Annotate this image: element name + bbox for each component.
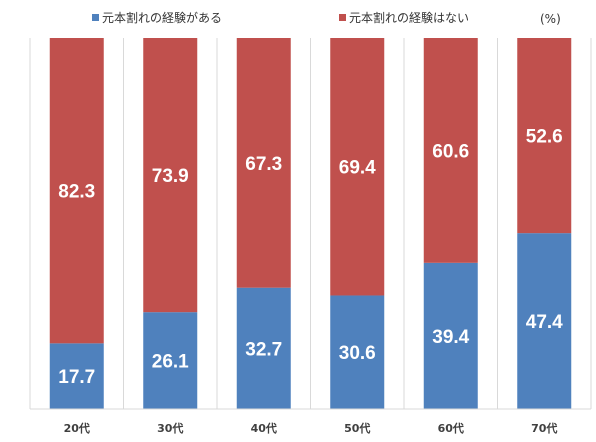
bar-red-0	[49, 38, 104, 344]
x-tick-label-5: 70代	[531, 421, 557, 435]
data-label-1-2: 67.3	[245, 154, 282, 175]
data-label-0-3: 30.6	[339, 343, 376, 364]
bar-red-2	[236, 38, 291, 288]
x-tick-label-1: 30代	[157, 421, 183, 435]
x-tick-label-3: 50代	[344, 421, 370, 435]
data-labels: 17.7 82.3 26.1 73.9 32.7 67.3 30.6 69.4 39.4 60.6…	[58, 127, 563, 389]
x-tick-label-0: 20代	[64, 421, 90, 435]
legend-swatch-series-0	[92, 14, 99, 21]
bar-blue-4	[423, 262, 478, 409]
legend-label-series-0: 元本割れの経験がある	[102, 10, 222, 25]
grid-lines	[29, 38, 592, 409]
bar-red-1	[143, 38, 198, 313]
bar-blue-3	[330, 295, 385, 409]
x-tick-label-4: 60代	[438, 421, 464, 435]
x-axis-ticks: 20代 30代 40代 50代 60代 70代	[64, 421, 558, 435]
legend-label-series-1: 元本割れの経験はない	[349, 10, 469, 25]
data-label-1-0: 82.3	[58, 182, 95, 203]
data-label-0-1: 26.1	[152, 352, 189, 373]
data-label-0-0: 17.7	[58, 367, 95, 388]
unit-label: (%)	[540, 12, 561, 26]
data-label-1-5: 52.6	[526, 127, 563, 148]
bar-red-4	[423, 38, 478, 263]
bar-blue-1	[143, 312, 198, 409]
bar-red-3	[330, 38, 385, 296]
data-label-1-3: 69.4	[339, 158, 376, 179]
bar-red-5	[517, 38, 572, 234]
data-label-1-4: 60.6	[432, 141, 469, 162]
bars	[49, 38, 572, 409]
bar-blue-0	[49, 343, 104, 409]
data-label-0-4: 39.4	[432, 327, 469, 348]
data-label-0-2: 32.7	[245, 339, 282, 360]
bar-blue-2	[236, 287, 291, 409]
bar-blue-5	[517, 233, 572, 409]
x-tick-label-2: 40代	[251, 421, 277, 435]
data-label-0-5: 47.4	[526, 312, 563, 333]
data-label-1-1: 73.9	[152, 166, 189, 187]
legend-swatch-series-1	[339, 14, 346, 21]
legend: 元本割れの経験がある 元本割れの経験はない	[92, 10, 469, 25]
